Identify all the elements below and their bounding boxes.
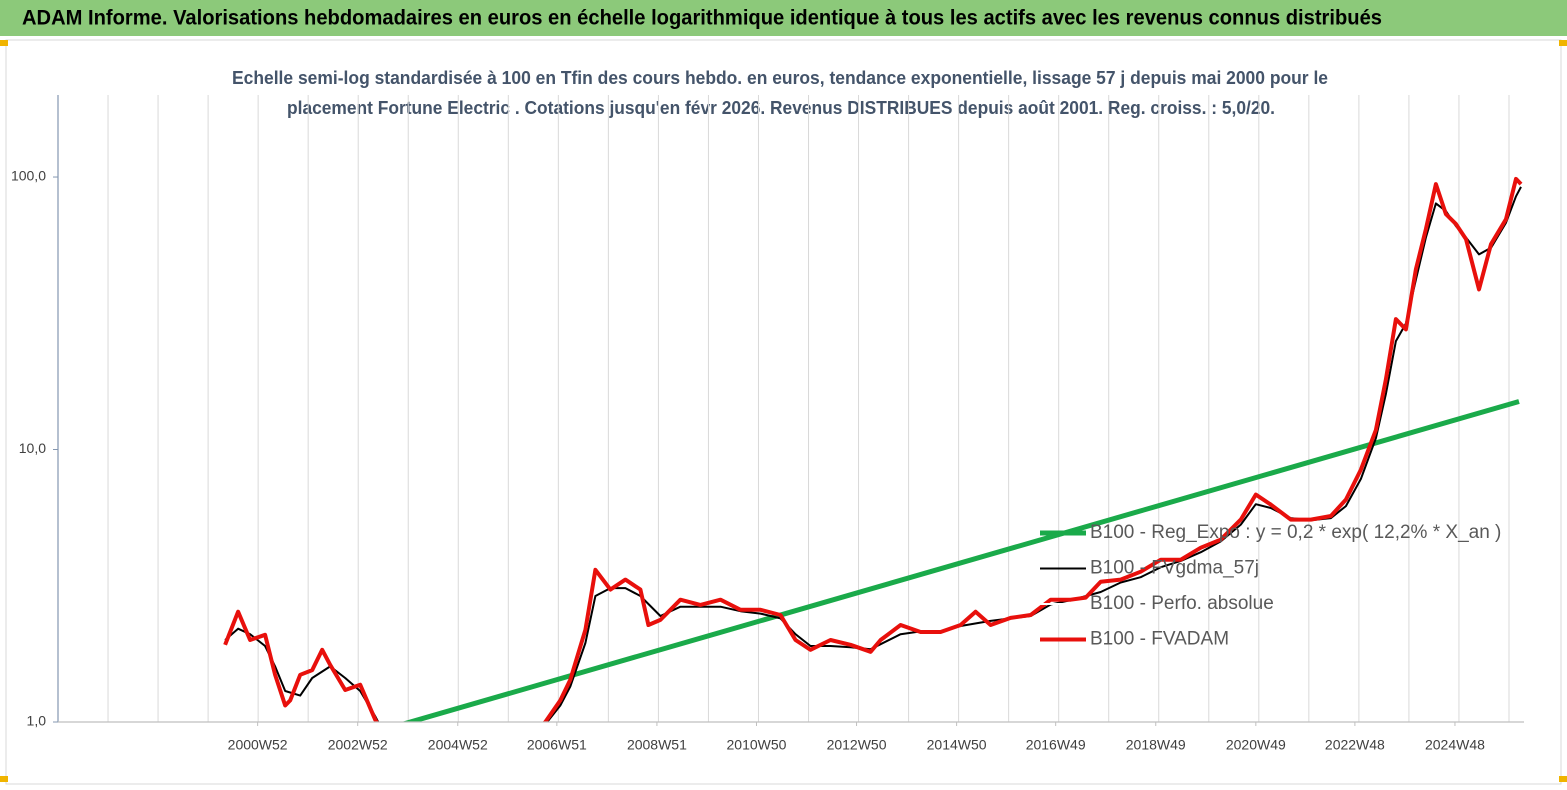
legend-label: B100 - Perfo. absolue xyxy=(1090,593,1274,614)
y-tick-label: 100,0 xyxy=(11,168,46,184)
x-tick-label: 2012W50 xyxy=(827,737,887,753)
corner-mark xyxy=(1559,776,1567,782)
chart-subtitle: Echelle semi-log standardisée à 100 en T… xyxy=(232,68,1328,88)
title-banner xyxy=(0,0,1567,36)
x-tick-label: 2016W49 xyxy=(1026,737,1086,753)
x-tick-label: 2018W49 xyxy=(1126,737,1186,753)
legend-label: B100 - FVADAM xyxy=(1090,629,1229,650)
x-tick-label: 2020W49 xyxy=(1226,737,1286,753)
corner-mark xyxy=(1559,40,1567,46)
chart-border xyxy=(5,39,1562,785)
chart-title: ADAM Informe. Valorisations hebdomadaire… xyxy=(22,7,1382,30)
x-tick-label: 2006W51 xyxy=(527,737,587,753)
x-tick-label: 2014W50 xyxy=(927,737,987,753)
legend-label: B100 - Reg_Expo : y = 0,2 * exp( 12,2% *… xyxy=(1090,522,1501,543)
y-tick-label: 1,0 xyxy=(27,713,47,729)
x-tick-label: 2004W52 xyxy=(428,737,488,753)
x-tick-label: 2008W51 xyxy=(627,737,687,753)
series-line xyxy=(401,399,1520,722)
x-tick-label: 2024W48 xyxy=(1425,737,1485,753)
y-tick-label: 10,0 xyxy=(19,440,46,456)
x-tick-label: 2002W52 xyxy=(328,737,388,753)
x-tick-label: 2000W52 xyxy=(228,737,288,753)
x-tick-label: 2010W50 xyxy=(727,737,787,753)
chart-subtitle: placement Fortune Electric . Cotations j… xyxy=(287,98,1275,118)
x-tick-label: 2022W48 xyxy=(1325,737,1385,753)
legend-label: B100 - FVgdma_57j xyxy=(1090,558,1259,579)
series-line xyxy=(224,186,1522,722)
corner-mark xyxy=(0,776,8,782)
corner-mark xyxy=(0,40,8,46)
series-line xyxy=(223,176,1523,722)
